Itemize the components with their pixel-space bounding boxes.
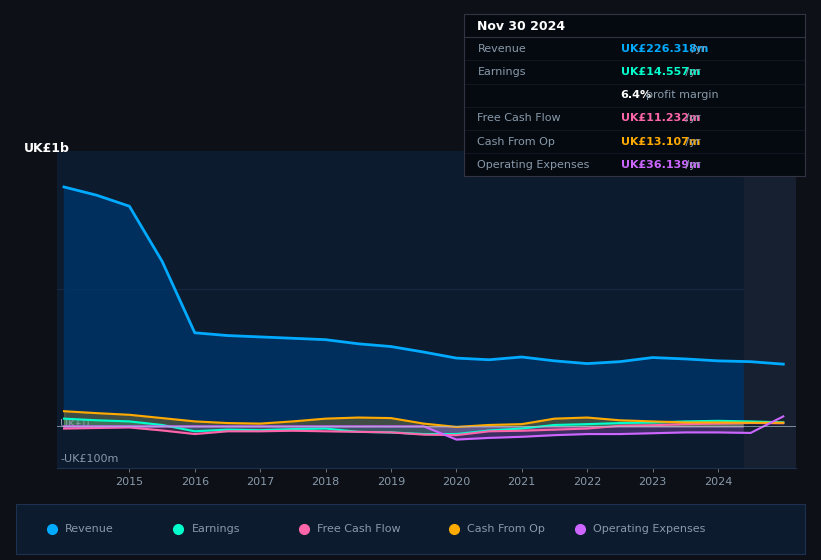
Text: UK£226.318m: UK£226.318m xyxy=(621,44,708,54)
Text: UK£36.139m: UK£36.139m xyxy=(621,160,700,170)
Text: Operating Expenses: Operating Expenses xyxy=(478,160,589,170)
Text: /yr: /yr xyxy=(682,160,700,170)
Text: Earnings: Earnings xyxy=(191,524,240,534)
Text: Cash From Op: Cash From Op xyxy=(467,524,545,534)
Bar xyxy=(744,151,796,468)
Text: Revenue: Revenue xyxy=(478,44,526,54)
Text: profit margin: profit margin xyxy=(646,90,718,100)
Text: /yr: /yr xyxy=(682,137,700,147)
Text: /yr: /yr xyxy=(682,67,700,77)
Text: -UK£100m: -UK£100m xyxy=(61,454,119,464)
Text: /yr: /yr xyxy=(688,44,707,54)
Text: /yr: /yr xyxy=(682,113,700,123)
Text: Cash From Op: Cash From Op xyxy=(478,137,555,147)
Text: UK£1b: UK£1b xyxy=(25,142,70,155)
Text: Free Cash Flow: Free Cash Flow xyxy=(478,113,561,123)
Text: UK£13.107m: UK£13.107m xyxy=(621,137,700,147)
Text: UK£14.557m: UK£14.557m xyxy=(621,67,700,77)
Text: Free Cash Flow: Free Cash Flow xyxy=(318,524,401,534)
Text: UK£0: UK£0 xyxy=(61,419,90,430)
Text: Nov 30 2024: Nov 30 2024 xyxy=(478,20,566,33)
Text: Operating Expenses: Operating Expenses xyxy=(594,524,706,534)
Text: 6.4%: 6.4% xyxy=(621,90,652,100)
Text: Earnings: Earnings xyxy=(478,67,526,77)
Text: Revenue: Revenue xyxy=(66,524,114,534)
Text: UK£11.232m: UK£11.232m xyxy=(621,113,700,123)
